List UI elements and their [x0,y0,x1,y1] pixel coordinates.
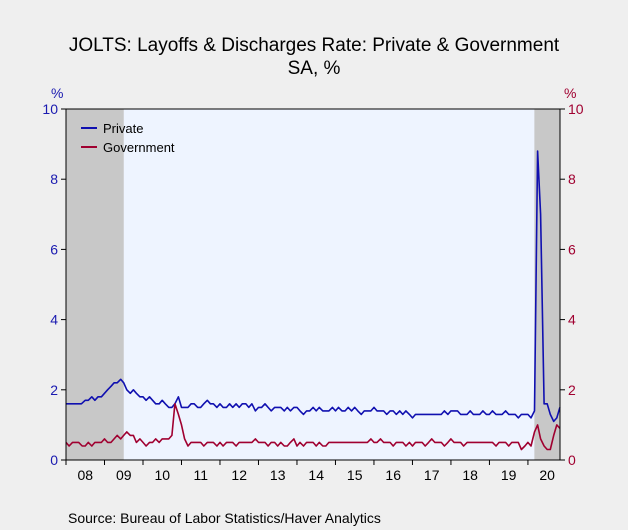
source-note: Source: Bureau of Labor Statistics/Haver… [68,510,381,526]
left-axis-unit: % [51,85,63,101]
chart-title: JOLTS: Layoffs & Discharges Rate: Privat… [69,35,560,56]
legend-label-private: Private [103,121,143,136]
x-tick-label: 17 [424,467,440,483]
x-tick-label: 16 [385,467,401,483]
right-tick-label: 8 [568,171,576,187]
x-axis-ticks: 08 09 10 11 12 13 14 15 16 17 18 19 20 [65,460,555,483]
right-tick-label: 2 [568,382,576,398]
x-tick-label: 19 [501,467,517,483]
chart-subtitle: SA, % [288,58,341,79]
x-tick-label: 10 [154,467,170,483]
x-tick-label: 11 [193,467,208,483]
plot-frame [65,108,561,461]
right-axis-unit: % [564,85,576,101]
series-line-government [65,403,561,451]
left-axis-ticks: 0 2 4 6 8 10 [42,101,66,468]
x-tick-label: 13 [270,467,286,483]
left-tick-label: 6 [50,241,58,257]
x-tick-label: 20 [539,467,555,483]
legend-label-government: Government [103,140,175,155]
x-tick-label: 12 [231,467,247,483]
x-tick-label: 18 [462,467,478,483]
left-tick-label: 4 [50,312,58,328]
right-tick-label: 4 [568,312,576,328]
x-tick-label: 08 [77,467,93,483]
right-tick-label: 0 [568,452,576,468]
left-tick-label: 0 [50,452,58,468]
x-tick-label: 14 [308,467,324,483]
left-tick-label: 2 [50,382,58,398]
left-tick-label: 10 [42,101,58,117]
legend: Private Government [81,121,175,155]
series-lines [65,150,561,451]
right-axis-ticks: 0 2 4 6 8 10 [560,101,584,468]
plot-area [65,108,561,461]
left-tick-label: 8 [50,171,58,187]
plot-background [66,109,560,460]
right-tick-label: 6 [568,241,576,257]
series-line-private [66,150,561,423]
x-tick-label: 09 [116,467,132,483]
recession-band-0 [66,109,124,460]
right-tick-label: 10 [568,101,584,117]
x-tick-label: 15 [347,467,363,483]
